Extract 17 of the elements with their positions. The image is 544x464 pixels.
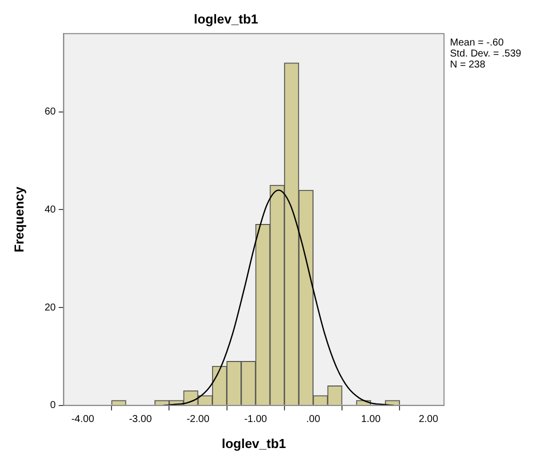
x-tick-label: -4.00	[71, 414, 95, 426]
text: Mean = -.60	[450, 37, 504, 48]
x-tick-label: -3.00	[128, 414, 152, 426]
y-tick-label: 20	[44, 302, 56, 314]
y-tick-label: 40	[44, 204, 56, 216]
x-axis-title: loglev_tb1	[222, 436, 286, 451]
y-axis-title: Frequency	[11, 186, 26, 252]
x-tick-label: 2.00	[418, 414, 439, 426]
x-tick-label: -1.00	[244, 414, 268, 426]
text: N = 238	[450, 59, 486, 70]
chart-title: loglev_tb1	[194, 11, 258, 26]
y-tick-label: 0	[50, 400, 56, 412]
x-tick-label: 1.00	[361, 414, 381, 426]
y-tick-label: 60	[44, 106, 56, 118]
text: Std. Dev. = .539	[450, 48, 522, 60]
x-tick-label: .00	[306, 414, 321, 426]
x-tick-label: -2.00	[186, 414, 210, 426]
